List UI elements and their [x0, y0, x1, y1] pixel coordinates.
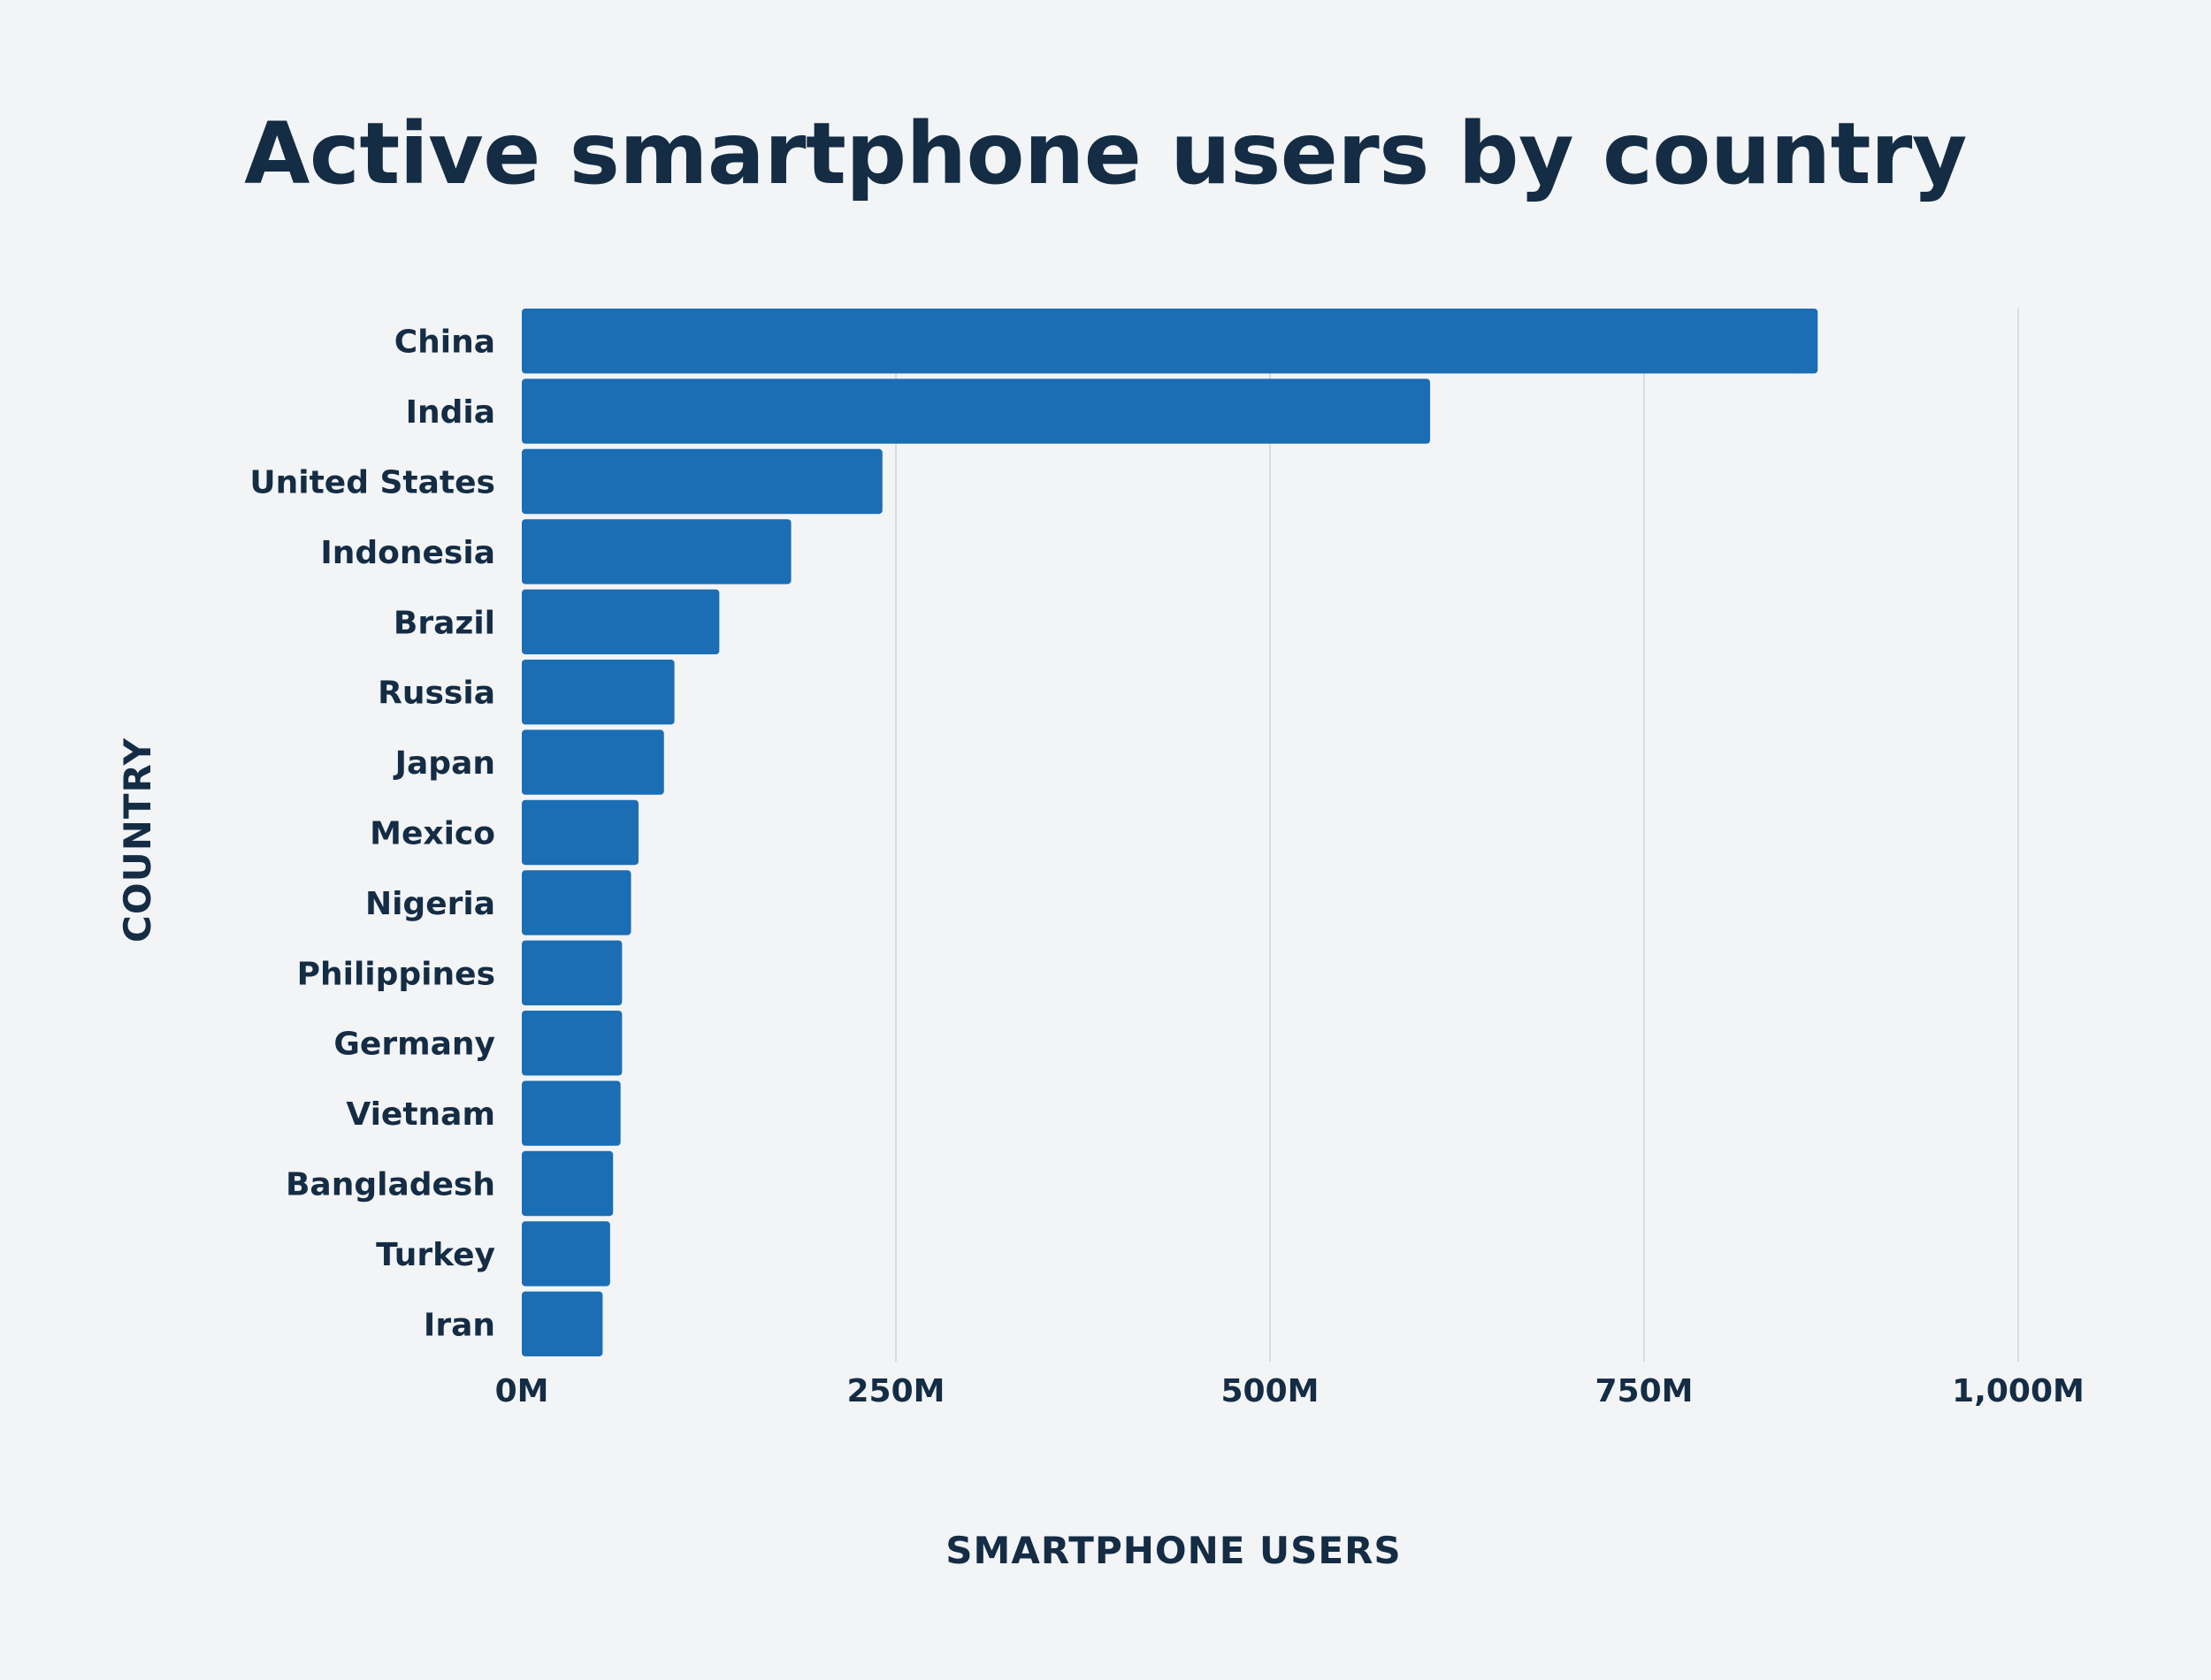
category-label: Vietnam: [346, 1096, 495, 1133]
x-tick-label: 0M: [495, 1373, 549, 1409]
category-label: India: [406, 394, 495, 431]
x-tick-label: 750M: [1595, 1373, 1694, 1409]
bar-russia: [522, 660, 675, 725]
bar-bangladesh: [522, 1150, 614, 1217]
bar-philippines: [522, 940, 623, 1005]
category-label: Germany: [333, 1027, 495, 1063]
chart-title: Active smartphone users by country: [244, 104, 1967, 203]
category-label: Brazil: [394, 605, 495, 641]
bars: [522, 309, 1818, 1356]
category-label: Indonesia: [320, 535, 495, 571]
x-tick-label: 1,000M: [1952, 1373, 2085, 1409]
bar-brazil: [522, 589, 720, 654]
category-label: Philippines: [297, 956, 495, 992]
category-label: Russia: [378, 676, 495, 712]
bar-turkey: [522, 1221, 610, 1287]
bar-india: [522, 378, 1431, 444]
x-tick-label: 250M: [847, 1373, 945, 1409]
category-labels: China India United States Indonesia Brazil Ru…: [249, 325, 495, 1344]
category-label: Mexico: [370, 816, 495, 852]
category-label: Japan: [393, 745, 495, 782]
bar-japan: [522, 729, 664, 795]
x-axis-title: SMARTPHONE USERS: [945, 1529, 1401, 1572]
bar-nigeria: [522, 870, 631, 935]
category-label: China: [394, 325, 495, 361]
x-tick-labels: 0M 250M 500M 750M 1,000M: [495, 1373, 2085, 1409]
category-label: Iran: [424, 1307, 495, 1343]
bar-indonesia: [522, 519, 792, 584]
gridlines: [895, 309, 2019, 1362]
bar-mexico: [522, 799, 639, 866]
category-label: Turkey: [376, 1237, 495, 1273]
category-label: Nigeria: [365, 886, 495, 922]
bar-vietnam: [522, 1081, 621, 1146]
bar-germany: [522, 1011, 623, 1076]
bar-iran: [522, 1291, 603, 1356]
category-label: United States: [249, 465, 495, 501]
bar-china: [522, 309, 1818, 374]
bar-united-states: [522, 448, 883, 515]
x-tick-label: 500M: [1221, 1373, 1320, 1409]
category-label: Bangladesh: [286, 1167, 495, 1203]
y-axis-title: COUNTRY: [116, 737, 159, 943]
